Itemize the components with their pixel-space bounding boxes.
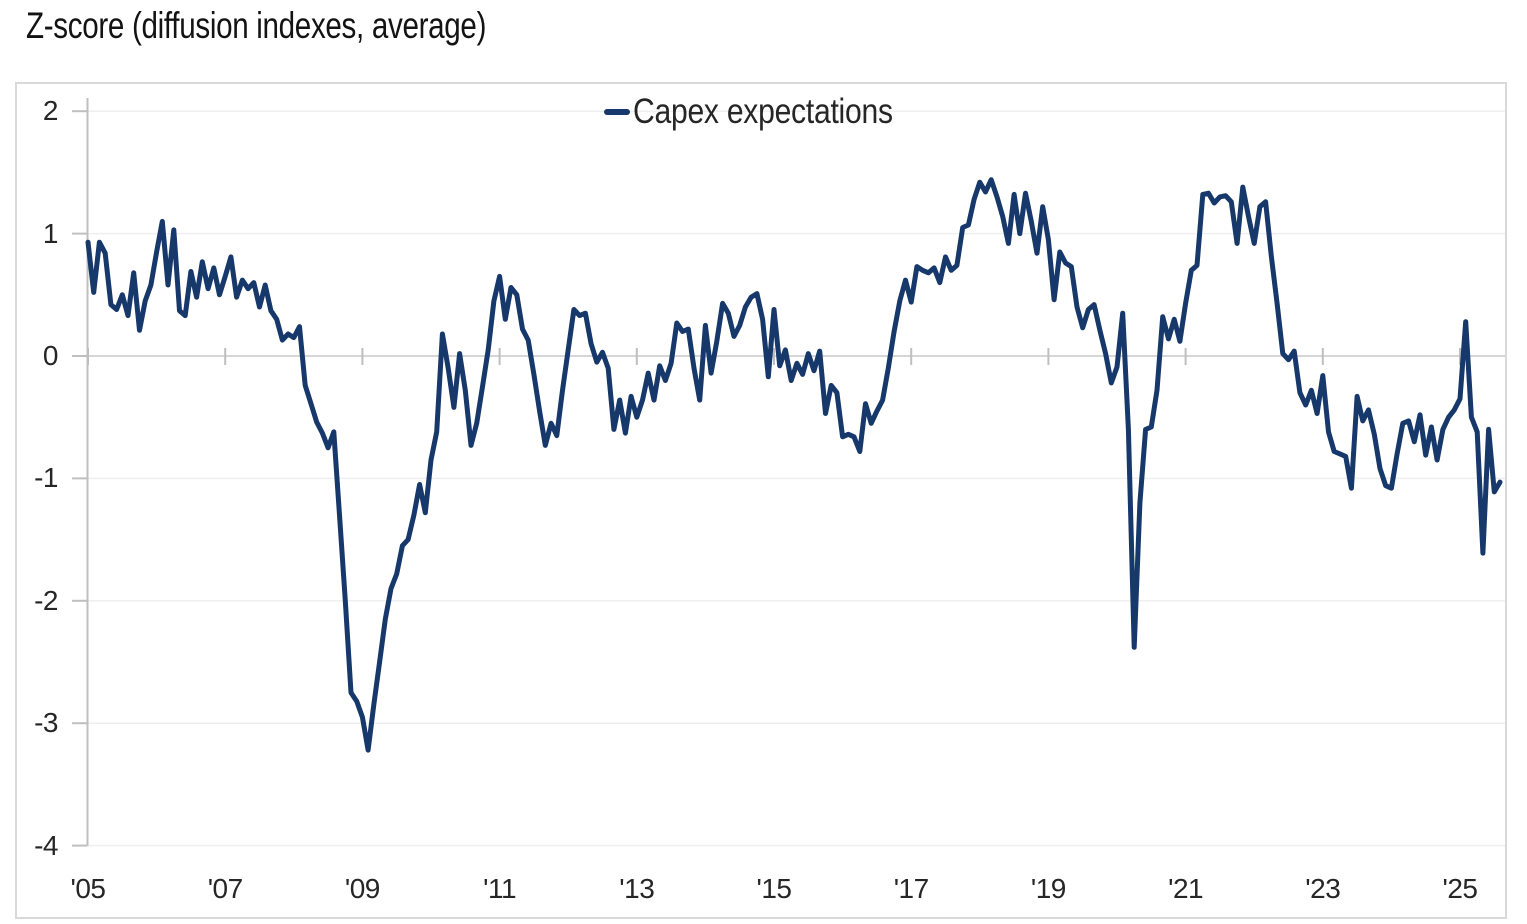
chart-title: Z-score (diffusion indexes, average) [26, 5, 487, 46]
capex-expectations-line [85, 177, 1503, 753]
x-axis-label: '09 [344, 873, 381, 904]
legend: Capex expectations [604, 92, 935, 132]
x-axis-label: '25 [1442, 873, 1479, 904]
legend-line-marker [604, 109, 630, 115]
y-axis-label: 2 [42, 95, 59, 127]
x-axis-label: '17 [893, 873, 930, 904]
x-axis-label: '15 [756, 873, 793, 904]
x-axis-label: '05 [70, 873, 107, 904]
x-axis-label: '23 [1305, 873, 1341, 904]
y-axis-label: -1 [34, 462, 58, 494]
x-axis-label: '19 [1030, 873, 1067, 904]
x-axis-label: '11 [483, 873, 517, 904]
y-axis-label: 1 [42, 217, 59, 249]
x-axis-label: '07 [207, 873, 244, 904]
y-axis-label: -2 [34, 584, 58, 616]
y-axis-label: -4 [34, 829, 58, 861]
x-axis-label: '13 [619, 873, 655, 904]
x-axis-label: '21 [1168, 873, 1204, 904]
y-axis-label: -3 [34, 707, 58, 739]
legend-series-label: Capex expectations [633, 92, 893, 131]
y-axis-label: 0 [42, 340, 59, 371]
